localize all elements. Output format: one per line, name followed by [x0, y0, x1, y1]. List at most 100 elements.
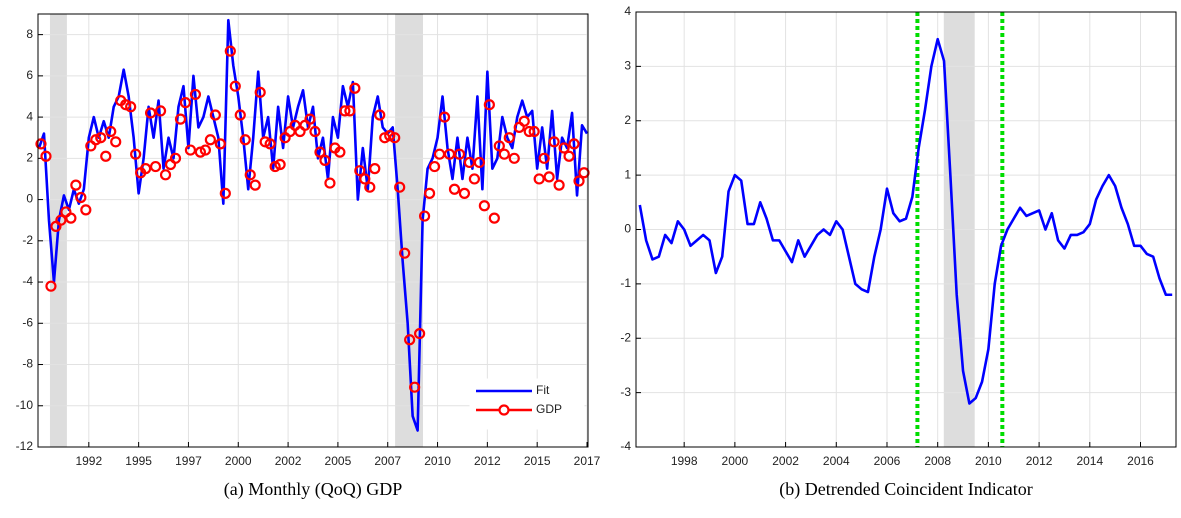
y-tick-label: 1 [624, 167, 631, 181]
data-point [558, 142, 570, 154]
x-tick-label: 2017 [574, 454, 601, 468]
y-tick-label: -10 [16, 398, 34, 412]
panel: -12 -10 -8 -6 -4 -2 0 2 4 6 8 1992 1995 1997 2000 2002 2… [16, 13, 601, 500]
data-point [35, 138, 47, 150]
y-tick-label: -4 [620, 439, 631, 453]
data-point [438, 111, 451, 123]
data-point [523, 125, 535, 138]
data-point [125, 101, 137, 113]
data-point [538, 152, 550, 164]
y-tick-label: -2 [22, 233, 33, 247]
data-point [503, 132, 515, 144]
x-tick-label: 2010 [975, 454, 1002, 468]
data-point [314, 146, 326, 158]
data-point [264, 138, 276, 150]
data-point [184, 144, 197, 156]
y-tick-label: -3 [620, 385, 631, 399]
data-point [344, 105, 356, 117]
plot-frame [635, 11, 1177, 448]
data-point [224, 45, 236, 57]
x-tick-label: 2002 [275, 454, 302, 468]
y-tick-label: 6 [26, 68, 33, 82]
data-point [478, 200, 490, 212]
x-tick-label: 2014 [1076, 454, 1103, 468]
caption: (a) Monthly (QoQ) GDP [224, 479, 402, 500]
data-point [354, 165, 366, 177]
legend-label: GDP [536, 402, 562, 416]
data-point [553, 179, 565, 191]
data-point [404, 334, 416, 346]
data-point [169, 152, 182, 164]
data-point [309, 125, 321, 138]
data-point [130, 148, 142, 160]
plot-frame [37, 13, 589, 448]
data-point [453, 148, 466, 160]
y-tick-label: 2 [26, 151, 33, 165]
panel: -4 -3 -2 -1 0 1 2 3 4 1998 2000 2002 2004 2006 2008 201… [620, 4, 1177, 500]
y-tick-label: 3 [624, 59, 631, 73]
data-point [110, 136, 122, 148]
y-tick-label: -8 [22, 357, 33, 371]
data-point [204, 134, 216, 146]
series-line [638, 37, 1173, 405]
y-tick-label: 4 [624, 4, 631, 18]
data-point [214, 138, 226, 150]
data-point [234, 109, 246, 121]
data-point [239, 134, 251, 146]
data-point [144, 107, 157, 119]
data-point [563, 150, 575, 162]
data-point [105, 125, 117, 138]
data-point [518, 115, 530, 127]
data-point [493, 140, 505, 152]
data-point [374, 109, 386, 121]
data-point [349, 82, 361, 94]
data-point [70, 179, 82, 191]
x-tick-label: 2007 [374, 454, 401, 468]
data-point [528, 125, 540, 138]
data-point [468, 173, 481, 185]
y-tick-label: 0 [624, 222, 631, 236]
x-tick-label: 2002 [772, 454, 799, 468]
x-tick-label: 2010 [424, 454, 451, 468]
data-point [149, 160, 162, 173]
data-point [45, 280, 57, 292]
data-point [414, 327, 426, 340]
data-point [40, 150, 52, 162]
data-point [199, 144, 211, 156]
data-point [324, 177, 336, 189]
x-tick-label: 2006 [874, 454, 901, 468]
x-tick-label: 2012 [1026, 454, 1053, 468]
x-tick-label: 2000 [722, 454, 749, 468]
x-tick-label: 2000 [225, 454, 252, 468]
data-point [189, 88, 202, 101]
data-point [339, 105, 351, 117]
data-point [578, 167, 590, 179]
y-tick-label: 4 [26, 109, 33, 123]
y-tick-label: -1 [620, 276, 631, 290]
data-point [80, 204, 92, 216]
data-point [568, 138, 580, 150]
data-point [448, 183, 461, 195]
data-point [359, 173, 371, 185]
x-tick-label: 1992 [75, 454, 102, 468]
x-tick-label: 2016 [1127, 454, 1154, 468]
x-tick-label: 2004 [823, 454, 850, 468]
data-point [304, 113, 316, 125]
data-point [488, 212, 500, 224]
data-point [498, 148, 510, 160]
y-tick-label: -6 [22, 315, 33, 329]
data-point [433, 148, 446, 160]
y-tick-label: 8 [26, 27, 33, 41]
data-point [394, 181, 406, 193]
x-tick-label: 2008 [924, 454, 951, 468]
data-point [409, 381, 421, 393]
data-point [179, 97, 192, 109]
data-point [209, 109, 221, 121]
x-tick-label: 2012 [474, 454, 501, 468]
y-tick-label: -12 [16, 439, 34, 453]
legend-marker [498, 404, 510, 416]
data-point [428, 160, 441, 173]
data-point [369, 163, 381, 175]
